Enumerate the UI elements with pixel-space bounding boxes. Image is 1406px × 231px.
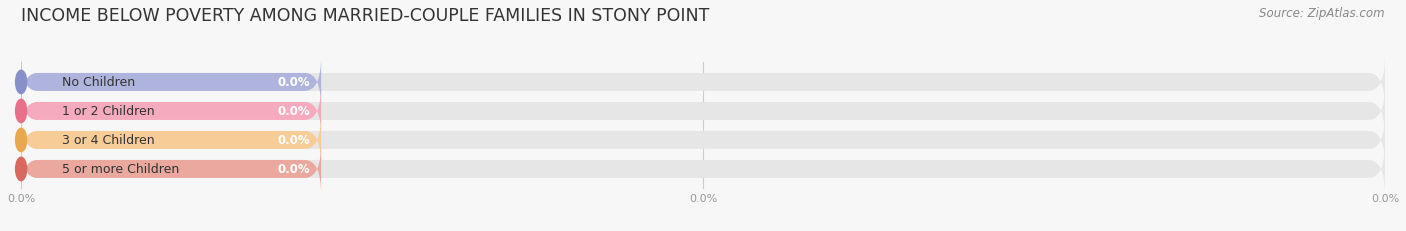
FancyBboxPatch shape [21,115,321,166]
FancyBboxPatch shape [21,143,1385,195]
FancyBboxPatch shape [21,143,321,195]
Text: 3 or 4 Children: 3 or 4 Children [62,134,155,147]
FancyBboxPatch shape [21,115,1385,166]
FancyBboxPatch shape [21,86,1385,137]
Circle shape [15,71,27,94]
Circle shape [15,158,27,181]
FancyBboxPatch shape [21,57,321,108]
Text: 1 or 2 Children: 1 or 2 Children [62,105,155,118]
Text: No Children: No Children [62,76,135,89]
Text: 0.0%: 0.0% [277,134,311,147]
Text: 0.0%: 0.0% [277,105,311,118]
Circle shape [15,100,27,123]
Text: 5 or more Children: 5 or more Children [62,163,179,176]
Text: 0.0%: 0.0% [277,76,311,89]
Text: 0.0%: 0.0% [277,163,311,176]
FancyBboxPatch shape [21,57,1385,108]
Text: Source: ZipAtlas.com: Source: ZipAtlas.com [1260,7,1385,20]
Circle shape [15,129,27,152]
FancyBboxPatch shape [21,86,321,137]
Text: INCOME BELOW POVERTY AMONG MARRIED-COUPLE FAMILIES IN STONY POINT: INCOME BELOW POVERTY AMONG MARRIED-COUPL… [21,7,710,25]
